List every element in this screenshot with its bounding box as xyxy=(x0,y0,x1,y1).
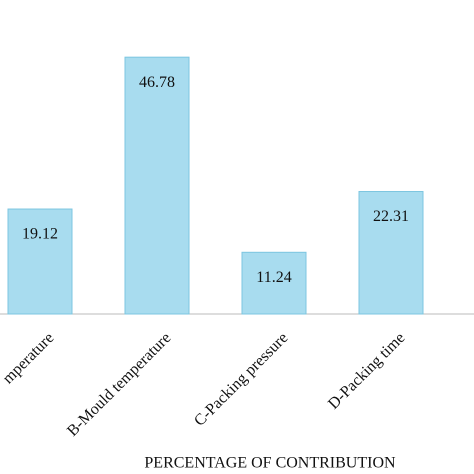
x-axis-title: PERCENTAGE OF CONTRIBUTION xyxy=(144,455,396,472)
bar xyxy=(241,251,307,315)
bar xyxy=(124,56,190,315)
x-tick-label: D-Packing time xyxy=(325,329,408,412)
value-label: 22.31 xyxy=(373,208,409,225)
value-label: 11.24 xyxy=(256,269,291,286)
x-tick-label: B-Mould temperature xyxy=(64,329,174,439)
x-tick-label: C-Packing pressure xyxy=(191,329,291,429)
x-tick-label: mperature xyxy=(0,329,57,387)
bar xyxy=(358,191,424,315)
bar xyxy=(7,208,73,315)
value-label: 19.12 xyxy=(22,226,58,243)
value-label: 46.78 xyxy=(139,74,175,91)
